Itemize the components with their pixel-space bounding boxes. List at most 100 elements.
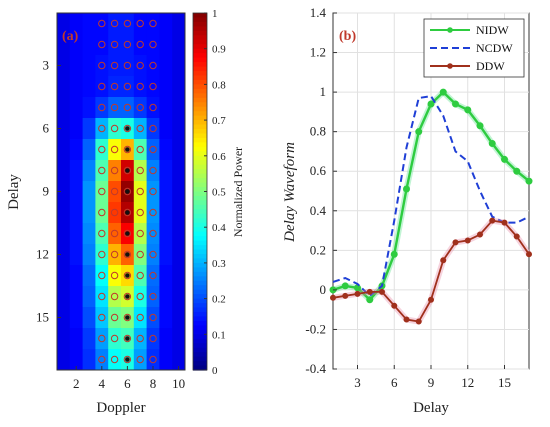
heatmap-cell: [121, 34, 135, 56]
line-plot-x-ticks: 3 6 9 12 15: [354, 365, 511, 390]
heatmap-marker: [149, 40, 157, 49]
heatmap-cell: [95, 286, 109, 308]
heatmap-cell: [159, 265, 173, 287]
heatmap-cell: [95, 181, 109, 203]
heatmap-cell: [159, 13, 173, 35]
heatmap-cell: [69, 160, 84, 182]
heatmap-cell: [95, 13, 109, 35]
x-tick-label: 10: [172, 376, 185, 391]
heatmap-marker: [136, 271, 144, 280]
heatmap-peak-dot: [125, 315, 130, 320]
heatmap-marker: [110, 187, 119, 196]
colorbar-strip: [193, 213, 207, 219]
heatmap-cell: [108, 307, 122, 329]
heatmap-marker: [98, 166, 106, 175]
colorbar-strip: [193, 365, 207, 371]
colorbar-strip: [193, 187, 207, 193]
heatmap-cell: [159, 34, 173, 56]
colorbar-tick-label: 0.3: [212, 258, 226, 270]
heatmap-cell: [146, 244, 160, 266]
heatmap-xlabel: Doppler: [96, 400, 145, 416]
series-point-nidw: [427, 100, 435, 108]
colorbar-tick-label: 0.7: [212, 115, 226, 127]
heatmap-marker: [149, 229, 157, 238]
series-point-nidw: [476, 122, 484, 130]
heatmap-marker: [123, 292, 132, 301]
heatmap-marker: [149, 334, 157, 343]
colorbar-strip: [193, 124, 207, 130]
heatmap-cell: [146, 118, 160, 140]
legend-box: [423, 18, 525, 78]
heatmap-marker: [149, 166, 157, 175]
heatmap-cell: [133, 160, 148, 182]
heatmap-cell: [95, 265, 109, 287]
heatmap-cell: [172, 181, 186, 203]
heatmap-cell: [95, 223, 109, 245]
colorbar-strip: [193, 44, 207, 50]
colorbar-strip: [193, 311, 207, 318]
colorbar-strip: [193, 182, 207, 188]
x-tick-label: 4: [99, 376, 106, 391]
heatmap-marker: [149, 208, 157, 217]
x-tick-label: 15: [498, 375, 511, 390]
colorbar-strip: [193, 26, 207, 32]
heatmap-cell: [108, 286, 122, 308]
heatmap-cell: [95, 328, 109, 350]
colorbar-strip: [193, 79, 207, 85]
heatmap-marker: [149, 355, 157, 364]
series-point-ddw: [391, 302, 398, 309]
heatmap-cell: [82, 55, 96, 77]
colorbar-strip: [193, 178, 207, 184]
heatmap-marker: [136, 40, 144, 49]
heatmap-marker: [110, 124, 119, 133]
legend: NIDW NCDW DDW: [423, 18, 525, 78]
series-point-ddw: [366, 288, 373, 295]
heatmap-cell: [172, 55, 186, 77]
heatmap-cell: [108, 223, 122, 245]
heatmap-cell: [82, 307, 96, 329]
heatmap-marker: [136, 187, 144, 196]
colorbar-strip: [193, 169, 207, 175]
y-tick-label: 1.4: [310, 5, 327, 20]
heatmap-cell: [159, 349, 173, 371]
heatmap-marker: [98, 103, 106, 112]
heatmap-cell: [146, 307, 160, 329]
heatmap-cell: [121, 13, 135, 35]
heatmap-cell: [159, 223, 173, 245]
colorbar-strip: [193, 258, 207, 264]
heatmap-cell: [108, 55, 122, 77]
heatmap-cell: [146, 181, 160, 203]
heatmap-cell: [57, 139, 71, 161]
heatmap-marker: [98, 61, 106, 70]
colorbar-strip: [193, 195, 207, 202]
y-tick-label: 0: [320, 282, 327, 297]
colorbar-strip: [193, 17, 207, 23]
heatmap-cell: [69, 307, 84, 329]
panel-a-heatmap: 2 4 6 8 10 3 6 9 12 15 (a) Doppler Delay: [6, 12, 186, 416]
heatmap-marker: [136, 166, 144, 175]
colorbar-strip: [193, 97, 207, 103]
heatmap-cell: [95, 118, 109, 140]
series-point-ddw: [513, 233, 520, 240]
series-point-nidw: [403, 185, 410, 193]
heatmap-peak-dot: [125, 147, 130, 152]
heatmap-marker: [123, 19, 132, 28]
colorbar-tick-label: 0.4: [212, 222, 226, 234]
colorbar-strip: [193, 151, 207, 157]
heatmap-marker: [136, 103, 144, 112]
colorbar-strip: [193, 334, 207, 340]
heatmap-cell: [159, 244, 173, 266]
heatmap-cell: [69, 265, 84, 287]
colorbar-strip: [193, 48, 207, 54]
heatmap-cell: [69, 202, 84, 224]
colorbar-strip: [193, 106, 207, 112]
heatmap-marker: [149, 187, 157, 196]
heatmap-peak-dot: [125, 126, 130, 131]
heatmap-marker: [110, 166, 119, 175]
heatmap-marker: [136, 19, 144, 28]
heatmap-cell: [159, 160, 173, 182]
colorbar-strip: [193, 84, 207, 90]
y-tick-label: 0.8: [310, 124, 326, 139]
heatmap-marker: [149, 292, 157, 301]
heatmap-cell: [159, 328, 173, 350]
